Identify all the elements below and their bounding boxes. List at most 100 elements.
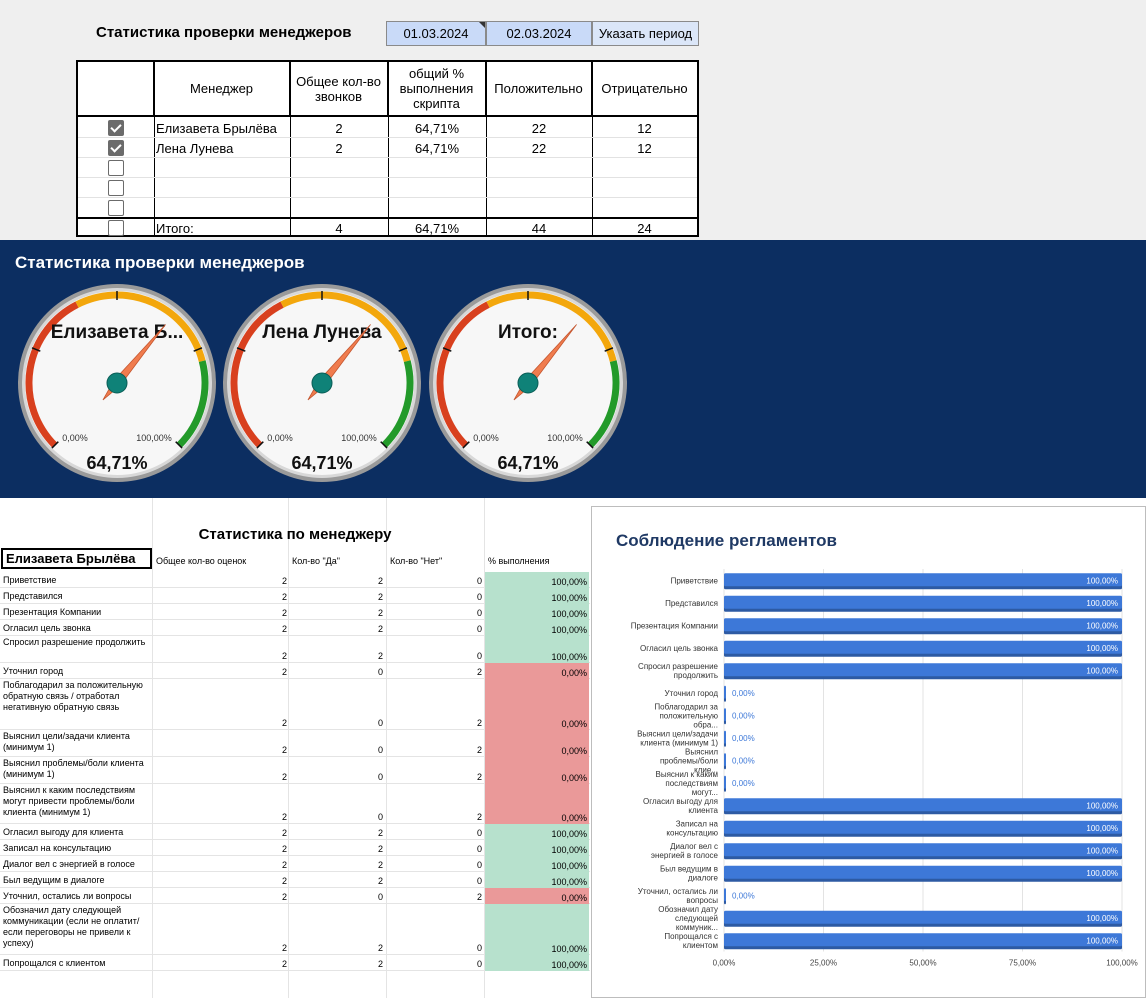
cell-no: 0 bbox=[476, 576, 482, 586]
gauge-band bbox=[176, 360, 209, 448]
cell-percent bbox=[388, 198, 486, 218]
manager-summary-table: Менеджер Общее кол-во звонков общий % вы… bbox=[76, 60, 699, 237]
row-checkbox[interactable] bbox=[108, 220, 124, 236]
cell-no: 2 bbox=[476, 892, 482, 902]
cell-manager bbox=[156, 198, 288, 218]
bar[interactable] bbox=[724, 640, 1122, 654]
bar[interactable] bbox=[724, 798, 1122, 812]
bar[interactable] bbox=[724, 843, 1122, 857]
cell-percent bbox=[388, 178, 486, 198]
bar[interactable] bbox=[724, 685, 726, 699]
grid-line bbox=[486, 62, 487, 235]
criterion-label: Презентация Компании bbox=[3, 607, 102, 617]
category-label-line: вопросы bbox=[686, 896, 718, 905]
category-label: Выяснил цели/задачи клиента (минимум 1) bbox=[637, 729, 718, 747]
bar[interactable] bbox=[724, 865, 1122, 879]
selected-manager-cell[interactable]: Елизавета Брылёва bbox=[1, 548, 152, 569]
cell-positive bbox=[486, 178, 592, 198]
stats-row: Был ведущим в диалоге 2 2 0 100,00% bbox=[0, 872, 590, 888]
cell-positive: 44 bbox=[531, 220, 547, 236]
cell-yes: 2 bbox=[377, 624, 383, 634]
criterion-label: Выяснил проблемы/боли клиента (минимум 1… bbox=[3, 758, 144, 779]
cell-no: 2 bbox=[476, 667, 482, 677]
row-checkbox[interactable] bbox=[108, 140, 124, 156]
gauge-max-label: 100,00% bbox=[547, 433, 583, 443]
cell-manager: Елизавета Брылёва bbox=[156, 120, 277, 136]
compliance-chart[interactable]: Соблюдение регламентов 0,00% 25,00% 50,00%… bbox=[591, 506, 1146, 998]
criterion-label: Представился bbox=[3, 591, 63, 601]
date-from-value: 01.03.2024 bbox=[403, 26, 469, 41]
cell-total: 2 bbox=[281, 592, 287, 602]
stats-row: Приветствие 2 2 0 100,00% bbox=[0, 572, 590, 588]
bar[interactable] bbox=[724, 888, 726, 902]
bar[interactable] bbox=[724, 910, 1122, 924]
set-period-button[interactable]: Указать период bbox=[592, 21, 699, 46]
criterion-label: Приветствие bbox=[3, 575, 57, 585]
category-label-line: клиента (минимум 1) bbox=[640, 738, 718, 747]
cell-total: 2 bbox=[281, 624, 287, 634]
row-checkbox[interactable] bbox=[108, 200, 124, 216]
criterion-label: Обозначил дату следующей коммуникации (е… bbox=[3, 905, 140, 948]
category-label-line: Огласил цель звонка bbox=[640, 644, 719, 653]
category-label-line: Презентация Компании bbox=[631, 621, 718, 630]
category-label-line: могут... bbox=[692, 788, 718, 797]
category-label-line: Спросил разрешение bbox=[638, 662, 718, 671]
gauge-tick bbox=[442, 347, 452, 352]
stats-row: Диалог вел с энергией в голосе 2 2 0 100,00% bbox=[0, 856, 590, 872]
bar-value-label: 100,00% bbox=[1086, 666, 1118, 675]
bar-value-label: 100,00% bbox=[1086, 936, 1118, 945]
grid-line bbox=[78, 157, 697, 158]
cell-completion: 0,00% bbox=[485, 784, 589, 824]
category-label-line: Обозначил дату bbox=[658, 905, 718, 914]
date-from-cell[interactable]: 01.03.2024 bbox=[386, 21, 486, 46]
cell-negative bbox=[592, 158, 697, 178]
date-to-cell[interactable]: 02.03.2024 bbox=[486, 21, 592, 46]
stats-row: Уточнил город 2 0 2 0,00% bbox=[0, 663, 590, 679]
criterion-label: Уточнил, остались ли вопросы bbox=[3, 891, 132, 901]
cell-no: 0 bbox=[476, 943, 482, 953]
chart-plot: 0,00% 25,00% 50,00% 75,00% 100,00% Приветстви… bbox=[631, 569, 1138, 968]
cell-total: 2 bbox=[281, 651, 287, 661]
bar[interactable] bbox=[724, 933, 1122, 947]
bar[interactable] bbox=[724, 663, 1122, 677]
cell-no: 0 bbox=[476, 828, 482, 838]
bar[interactable] bbox=[724, 573, 1122, 587]
cell-yes: 2 bbox=[377, 860, 383, 870]
gauge-tick bbox=[193, 347, 203, 352]
criterion-label: Диалог вел с энергией в голосе bbox=[3, 859, 135, 869]
row-checkbox[interactable] bbox=[108, 160, 124, 176]
bar-value-label: 100,00% bbox=[1086, 801, 1118, 810]
gauge-tick bbox=[586, 441, 594, 449]
cell-percent: 64,71% bbox=[414, 220, 460, 236]
cell-percent: 64,71% bbox=[414, 140, 460, 156]
cell-total: 2 bbox=[281, 772, 287, 782]
cell-total: 2 bbox=[281, 718, 287, 728]
category-label-line: Выяснил цели/задачи bbox=[637, 729, 718, 738]
criterion-label: Уточнил город bbox=[3, 666, 64, 676]
category-label-line: Попрощался с bbox=[664, 932, 718, 941]
stats-row: Обозначил дату следующей коммуникации (е… bbox=[0, 904, 590, 955]
gauge-tick bbox=[236, 347, 246, 352]
gauge-tick bbox=[31, 347, 41, 352]
bar[interactable] bbox=[724, 708, 726, 722]
grid-line bbox=[78, 137, 697, 138]
stats-row: Попрощался с клиентом 2 2 0 100,00% bbox=[0, 955, 590, 971]
category-label-line: клиента bbox=[688, 806, 718, 815]
gauge-tick bbox=[51, 441, 59, 449]
bar[interactable] bbox=[724, 775, 726, 789]
row-checkbox[interactable] bbox=[108, 120, 124, 136]
x-tick-label: 75,00% bbox=[1009, 959, 1036, 968]
row-checkbox[interactable] bbox=[108, 180, 124, 196]
bar-value-label: 100,00% bbox=[1086, 599, 1118, 608]
criterion-label: Был ведущим в диалоге bbox=[3, 875, 105, 885]
bar[interactable] bbox=[724, 753, 726, 767]
gauge-band bbox=[381, 360, 414, 448]
bar[interactable] bbox=[724, 730, 726, 744]
cell-total: 2 bbox=[281, 844, 287, 854]
bar[interactable] bbox=[724, 820, 1122, 834]
header-completion: % выполнения bbox=[488, 556, 550, 566]
bar[interactable] bbox=[724, 595, 1122, 609]
category-label-line: Был ведущим в bbox=[660, 864, 718, 873]
cell-completion: 0,00% bbox=[485, 888, 589, 904]
bar[interactable] bbox=[724, 618, 1122, 632]
